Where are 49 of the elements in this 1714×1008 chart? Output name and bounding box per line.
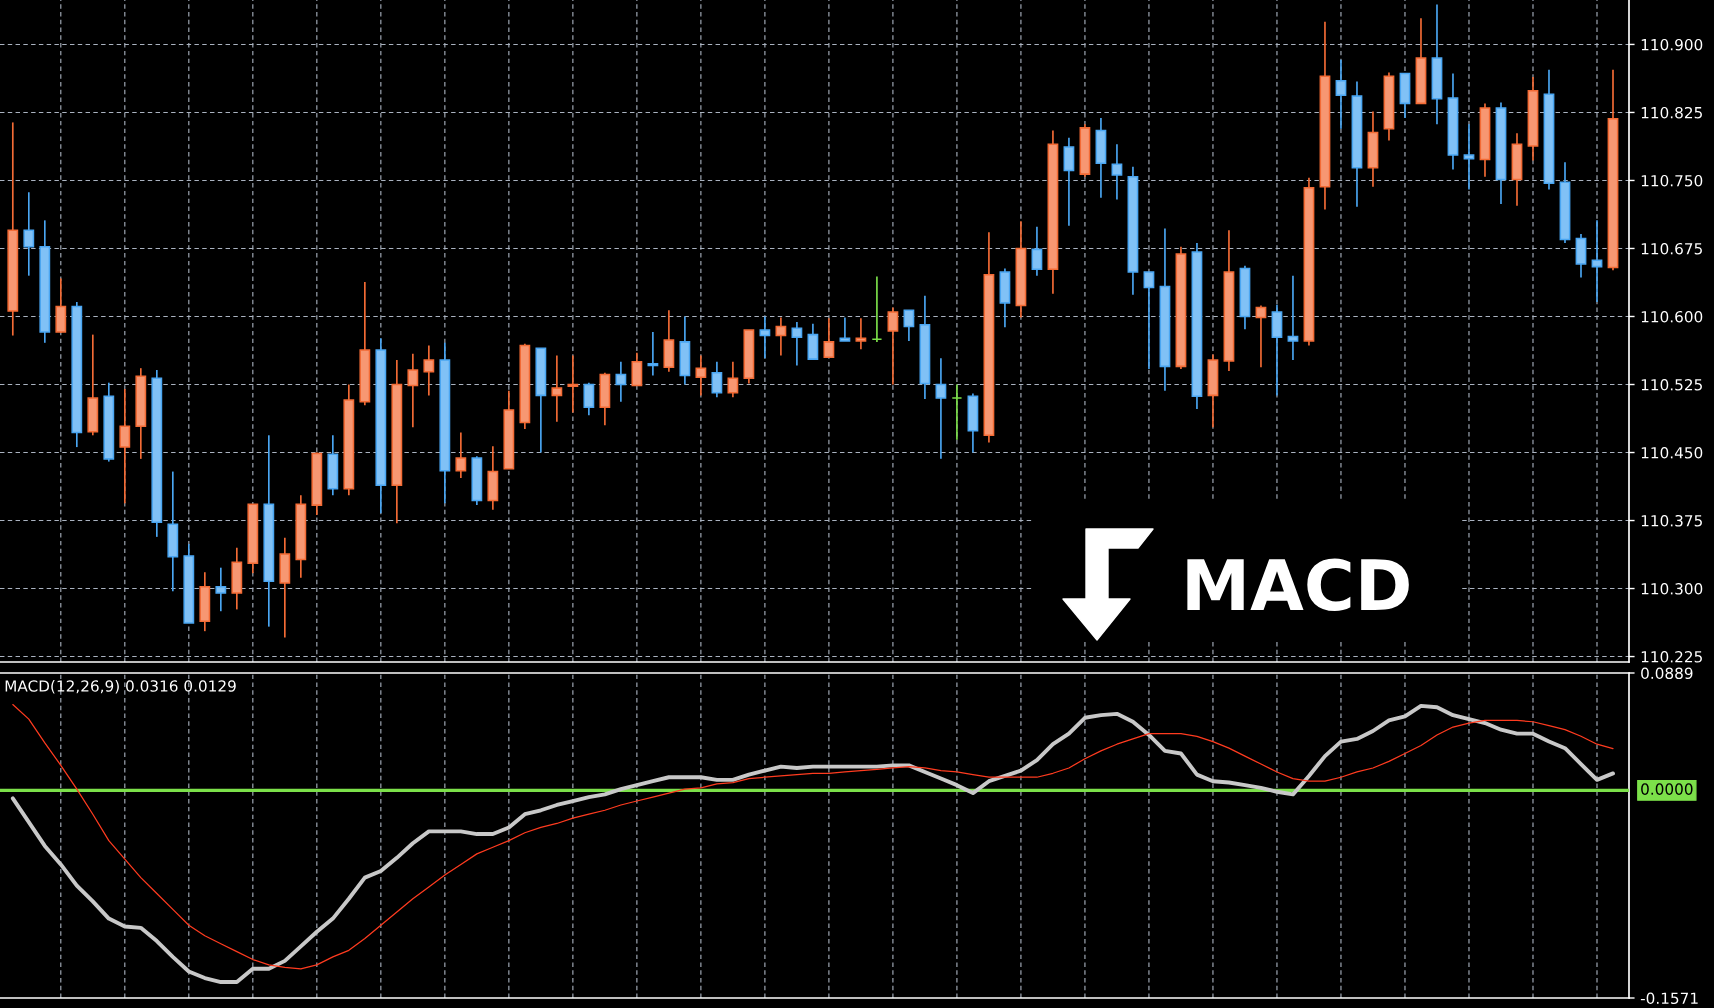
candlestick <box>1143 271 1155 370</box>
candlestick <box>1111 143 1123 201</box>
candlestick <box>119 388 131 505</box>
candlestick <box>791 321 803 367</box>
candlestick <box>551 354 563 423</box>
candlestick <box>711 360 723 399</box>
candlestick <box>727 360 739 399</box>
y-tick-label: 110.750 <box>1641 174 1703 187</box>
candlestick <box>1255 304 1267 369</box>
candlestick <box>935 357 947 460</box>
y-tick-label: 110.900 <box>1641 38 1703 51</box>
y-tick-label: 110.300 <box>1641 583 1703 595</box>
candlestick <box>455 431 467 479</box>
candlestick <box>823 317 835 359</box>
candlestick <box>855 317 867 350</box>
ref-line-label: 0.0000 <box>1641 783 1693 795</box>
candlestick <box>759 315 771 360</box>
candlestick <box>903 309 915 342</box>
y-tick-label: 110.225 <box>1641 651 1702 663</box>
y-tick-label: 110.525 <box>1641 378 1702 391</box>
annotation: MACD <box>1187 558 1409 611</box>
candlestick <box>215 566 227 613</box>
candlestick <box>1463 123 1475 191</box>
candlestick <box>407 352 419 428</box>
candlestick <box>887 306 899 386</box>
y-tick-label: 0.0889 <box>1641 667 1693 680</box>
candlestick <box>423 344 435 397</box>
y-tick-label: 110.825 <box>1641 106 1702 119</box>
candlestick <box>951 383 963 441</box>
candlestick <box>1335 59 1347 130</box>
candlestick <box>647 331 659 377</box>
candlestick <box>695 354 707 397</box>
candlestick <box>615 360 627 403</box>
candlestick <box>567 354 579 414</box>
y-tick-label: 110.450 <box>1641 446 1703 459</box>
candlestick <box>1287 274 1299 361</box>
y-tick-label: -0.1571 <box>1640 992 1698 1005</box>
candlestick <box>583 381 595 417</box>
candlestick <box>775 316 787 357</box>
candlestick <box>1063 137 1075 227</box>
y-tick-label: 110.375 <box>1641 515 1702 527</box>
y-tick-label: 110.675 <box>1641 242 1702 255</box>
candlestick <box>839 316 851 342</box>
y-tick-label: 110.600 <box>1641 310 1703 323</box>
candlestick <box>23 191 35 277</box>
candlestick <box>631 351 643 387</box>
candlestick <box>1031 225 1043 277</box>
candlestick <box>871 275 883 343</box>
chart-title: MACD(12,26,9) 0.0316 0.0129 <box>5 679 236 694</box>
